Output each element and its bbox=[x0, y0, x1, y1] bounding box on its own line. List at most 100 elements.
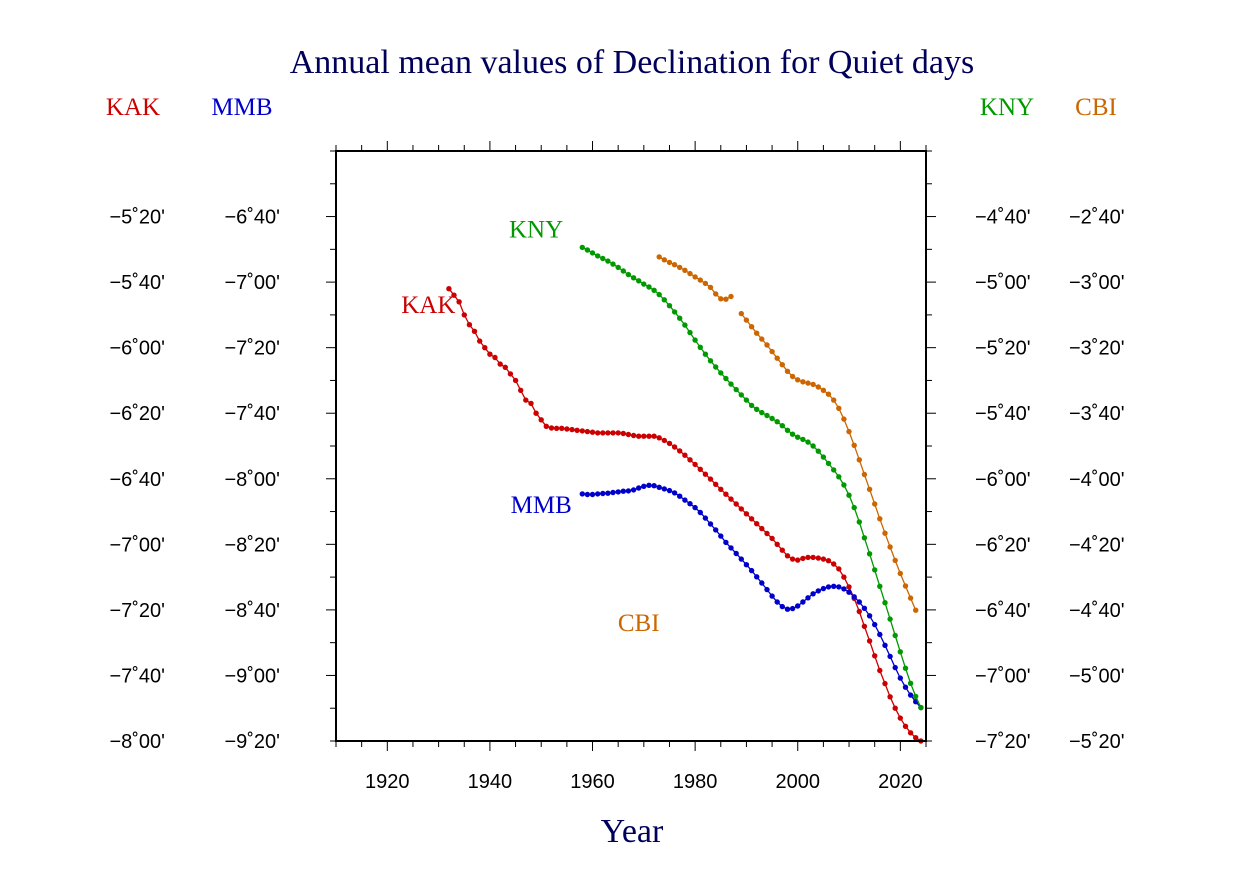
kak-point bbox=[846, 584, 852, 590]
y-tick-label-cbi: −4˚00' bbox=[1069, 469, 1125, 491]
y-tick-label-mmb: −9˚20' bbox=[224, 731, 280, 753]
mmb-point bbox=[748, 567, 755, 574]
y-tick-label-mmb: −8˚40' bbox=[224, 600, 280, 622]
cbi-series-label: CBI bbox=[618, 610, 660, 637]
mmb-point bbox=[866, 613, 873, 619]
mmb-point bbox=[595, 491, 601, 497]
kak-point bbox=[533, 410, 539, 416]
cbi-point bbox=[754, 330, 760, 336]
kak-point bbox=[743, 511, 750, 517]
mmb-point bbox=[738, 556, 744, 562]
mmb-point bbox=[651, 483, 657, 489]
mmb-point bbox=[769, 593, 775, 599]
cbi-point bbox=[789, 373, 796, 380]
cbi-point bbox=[677, 264, 683, 271]
kak-point bbox=[630, 432, 637, 439]
kny-series-label: KNY bbox=[509, 217, 563, 244]
mmb-point bbox=[831, 583, 837, 589]
kak-point bbox=[492, 354, 498, 361]
cbi-point bbox=[805, 380, 811, 386]
kny-point bbox=[636, 278, 642, 284]
cbi-point bbox=[825, 391, 832, 397]
kak-point bbox=[523, 397, 529, 403]
kak-point bbox=[584, 428, 591, 435]
kny-point bbox=[846, 492, 852, 498]
cbi-point bbox=[707, 284, 714, 291]
cbi-point bbox=[831, 397, 837, 403]
kny-point bbox=[805, 439, 811, 445]
y-tick-label-kak: −5˚20' bbox=[109, 207, 165, 229]
kak-point bbox=[477, 338, 483, 344]
mmb-point bbox=[882, 642, 888, 648]
kak-point bbox=[471, 328, 478, 334]
cbi-point bbox=[902, 583, 909, 589]
kak-point bbox=[682, 452, 688, 458]
cbi-point bbox=[846, 428, 852, 435]
cbi-point bbox=[671, 262, 678, 268]
mmb-point bbox=[789, 605, 796, 612]
kak-point bbox=[718, 486, 724, 492]
kny-point bbox=[666, 303, 673, 309]
kny-point bbox=[866, 551, 873, 557]
cbi-point bbox=[764, 342, 770, 348]
kny-point bbox=[651, 287, 657, 293]
kny-point bbox=[810, 443, 816, 449]
kak-point bbox=[815, 555, 821, 561]
kny-point bbox=[851, 504, 857, 511]
kak-point bbox=[769, 535, 775, 542]
y-tick-label-cbi: −2˚40' bbox=[1069, 207, 1125, 229]
kak-point bbox=[810, 554, 816, 561]
mmb-point bbox=[907, 692, 914, 698]
y-tick-label-kak: −5˚40' bbox=[109, 272, 165, 294]
mmb-point bbox=[897, 675, 903, 681]
kak-point bbox=[713, 481, 719, 487]
kny-point bbox=[769, 415, 775, 422]
series-labels: KAK MMB KNY CBI bbox=[401, 217, 659, 637]
kak-point bbox=[866, 638, 873, 644]
y-tick-label-kak: −6˚40' bbox=[109, 469, 165, 491]
y-tick-label-cbi: −4˚20' bbox=[1069, 534, 1125, 556]
mmb-point bbox=[877, 631, 883, 638]
kny-point bbox=[913, 693, 919, 700]
kny-point bbox=[641, 281, 647, 287]
y-tick-label-kny: −7˚00' bbox=[975, 665, 1031, 687]
mmb-point bbox=[805, 595, 811, 601]
mmb-point bbox=[697, 509, 703, 516]
y-tick-label-cbi: −4˚40' bbox=[1069, 600, 1125, 622]
mmb-point bbox=[677, 493, 683, 499]
kak-point bbox=[707, 476, 714, 482]
mmb-axis-header: MMB bbox=[211, 94, 272, 121]
mmb-point bbox=[759, 580, 765, 586]
kak-point bbox=[451, 292, 457, 298]
kny-point bbox=[856, 519, 862, 525]
y-tick-label-kny: −6˚00' bbox=[975, 469, 1031, 491]
kak-point bbox=[543, 423, 549, 429]
kny-point bbox=[589, 250, 596, 256]
kny-point bbox=[872, 567, 878, 573]
plot-frame bbox=[335, 150, 927, 742]
cbi-point bbox=[687, 270, 693, 277]
mmb-point bbox=[774, 599, 780, 605]
y-tick-label-kak: −7˚00' bbox=[109, 534, 165, 556]
kak-point bbox=[677, 448, 683, 454]
kak-point bbox=[671, 444, 678, 450]
kak-point bbox=[856, 608, 862, 615]
mmb-point bbox=[641, 483, 647, 489]
mmb-point bbox=[605, 490, 611, 496]
kny-point bbox=[861, 535, 868, 541]
y-tick-label-mmb: −8˚20' bbox=[224, 534, 280, 556]
kak-point bbox=[805, 554, 811, 561]
kak-point bbox=[764, 530, 770, 537]
y-tick-label-kny: −4˚40' bbox=[975, 207, 1031, 229]
cbi-point bbox=[897, 570, 903, 577]
kny-point bbox=[841, 482, 847, 488]
kak-point bbox=[882, 680, 888, 687]
cbi-point bbox=[759, 336, 765, 342]
mmb-point bbox=[841, 586, 847, 592]
cbi-point bbox=[866, 486, 873, 492]
kak-point bbox=[651, 433, 657, 439]
kak-point bbox=[574, 427, 580, 433]
kak-axis-header: KAK bbox=[106, 94, 160, 121]
mmb-point bbox=[733, 550, 739, 557]
cbi-point bbox=[666, 259, 673, 266]
